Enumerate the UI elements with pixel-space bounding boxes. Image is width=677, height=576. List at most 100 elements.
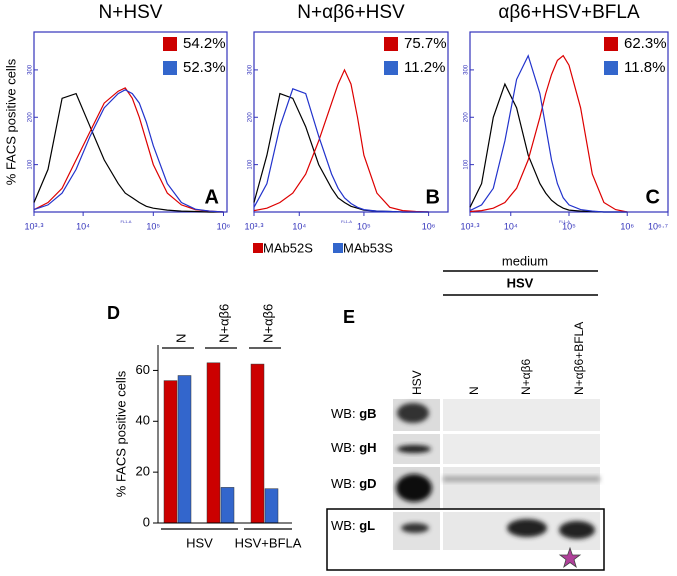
row-label: WB: gL [331, 518, 375, 533]
y-tick-label: 100 [248, 159, 254, 170]
legend-swatch [253, 243, 263, 253]
stat-swatch [163, 37, 177, 51]
x-tick-label: 10³·³ [244, 221, 263, 231]
stat-label: 75.7% [404, 35, 447, 52]
row-label: WB: gB [331, 406, 377, 421]
bar [250, 363, 265, 524]
group-label: HSV [186, 535, 213, 550]
y-tick-label: 60 [136, 362, 150, 377]
y-tick-label: 200 [28, 112, 34, 123]
y-axis-label: % FACS positive cells [113, 370, 128, 497]
panel-label: A [205, 186, 219, 208]
bar [206, 362, 221, 524]
stat-swatch [604, 61, 618, 75]
blot: E medium HSV HSV N N+αβ6 N+αβ6+BFLA WB: … [326, 253, 605, 571]
y-tick-label: 0 [143, 514, 150, 529]
bar [177, 375, 192, 524]
y-tick-label: 300 [248, 64, 254, 75]
panel-label: D [107, 303, 120, 323]
blot-strip [443, 434, 600, 464]
category-label: N [173, 334, 188, 343]
x-tick-label: 10⁴ [504, 221, 518, 231]
plot-frame [253, 31, 449, 213]
y-tick-label: 100 [28, 159, 34, 170]
y-tick-label: 200 [464, 112, 470, 123]
star [558, 546, 582, 569]
bar [264, 488, 279, 524]
y-axis-label: % FACS positive cells [3, 58, 18, 185]
legend-label: MAb53S [343, 240, 393, 255]
x-axis-label: FL1-A [559, 219, 570, 224]
panel-title: N+HSV [99, 2, 163, 23]
panel-label: B [426, 186, 440, 208]
x-tick-label: 10⁵ [357, 221, 371, 231]
y-tick-label: 300 [464, 64, 470, 75]
panel-title: αβ6+HSV+BFLA [498, 2, 640, 23]
x-tick-label: 10³·³ [460, 221, 479, 231]
x-tick-label: 10⁶ [422, 221, 436, 231]
blot-strip [443, 399, 600, 431]
stat-label: 54.2% [183, 35, 226, 52]
band [397, 403, 429, 423]
lane-label: HSV [410, 370, 424, 395]
x-axis-label: FL1-A [121, 219, 132, 224]
histogram-curve [253, 68, 429, 213]
stat-label: 11.8% [624, 59, 665, 76]
stat-swatch [384, 61, 398, 75]
band [396, 474, 432, 502]
medium-label: medium [502, 253, 548, 268]
lane-label: N+αβ6 [519, 358, 533, 395]
histogram-curve [33, 92, 224, 213]
y-tick-label: 200 [248, 112, 254, 123]
x-tick-label: 10⁶ [217, 221, 231, 231]
panel-label: C [646, 186, 660, 208]
band [559, 521, 595, 539]
stat-swatch [163, 61, 177, 75]
y-tick-label: 20 [136, 464, 150, 479]
stat-label: 52.3% [183, 59, 226, 76]
bar [163, 380, 178, 524]
plot-frame [33, 31, 228, 213]
histogram-curve [253, 92, 429, 213]
histogram-curve [469, 54, 628, 213]
row-label: WB: gD [331, 476, 377, 491]
lane-label: N+αβ6+BFLA [572, 322, 586, 395]
category-label: N+αβ6 [216, 304, 231, 343]
category-label: N+αβ6 [260, 304, 275, 343]
panel-title: N+αβ6+HSV [297, 2, 405, 23]
row-label: WB: gH [331, 440, 377, 455]
legend-label: MAb52S [263, 240, 313, 255]
histogram-curve [469, 54, 628, 213]
band [397, 445, 431, 453]
y-tick-label: 300 [28, 64, 34, 75]
x-tick-label: 10⁵ [562, 221, 576, 231]
histogram-curve [33, 87, 224, 213]
x-tick-label: 10⁶ [620, 221, 634, 231]
band [401, 523, 429, 533]
stat-label: 62.3% [624, 35, 667, 52]
band [443, 476, 600, 482]
stat-swatch [604, 37, 618, 51]
histogram-curve [469, 82, 628, 213]
lane-label: N [467, 386, 481, 395]
x-tick-label: 10⁴ [76, 221, 90, 231]
stat-label: 11.2% [404, 59, 445, 76]
legend-swatch [333, 243, 343, 253]
x-tick-label: 10⁶·⁷ [648, 221, 668, 231]
y-tick-label: 100 [464, 159, 470, 170]
x-axis-label: FL1-A [341, 219, 352, 224]
stat-swatch [384, 37, 398, 51]
x-tick-label: 10⁴ [292, 221, 306, 231]
group-label: HSV+BFLA [235, 535, 302, 550]
x-tick-label: 10³·³ [24, 221, 43, 231]
panel-label: E [343, 307, 355, 327]
box [326, 508, 605, 571]
bar [220, 487, 235, 524]
y-tick-label: 40 [136, 413, 150, 428]
treatment-label: HSV [507, 275, 534, 290]
band [507, 519, 547, 537]
x-tick-label: 10⁵ [146, 221, 160, 231]
blot-strip [443, 467, 600, 509]
histogram-curve [253, 88, 429, 213]
